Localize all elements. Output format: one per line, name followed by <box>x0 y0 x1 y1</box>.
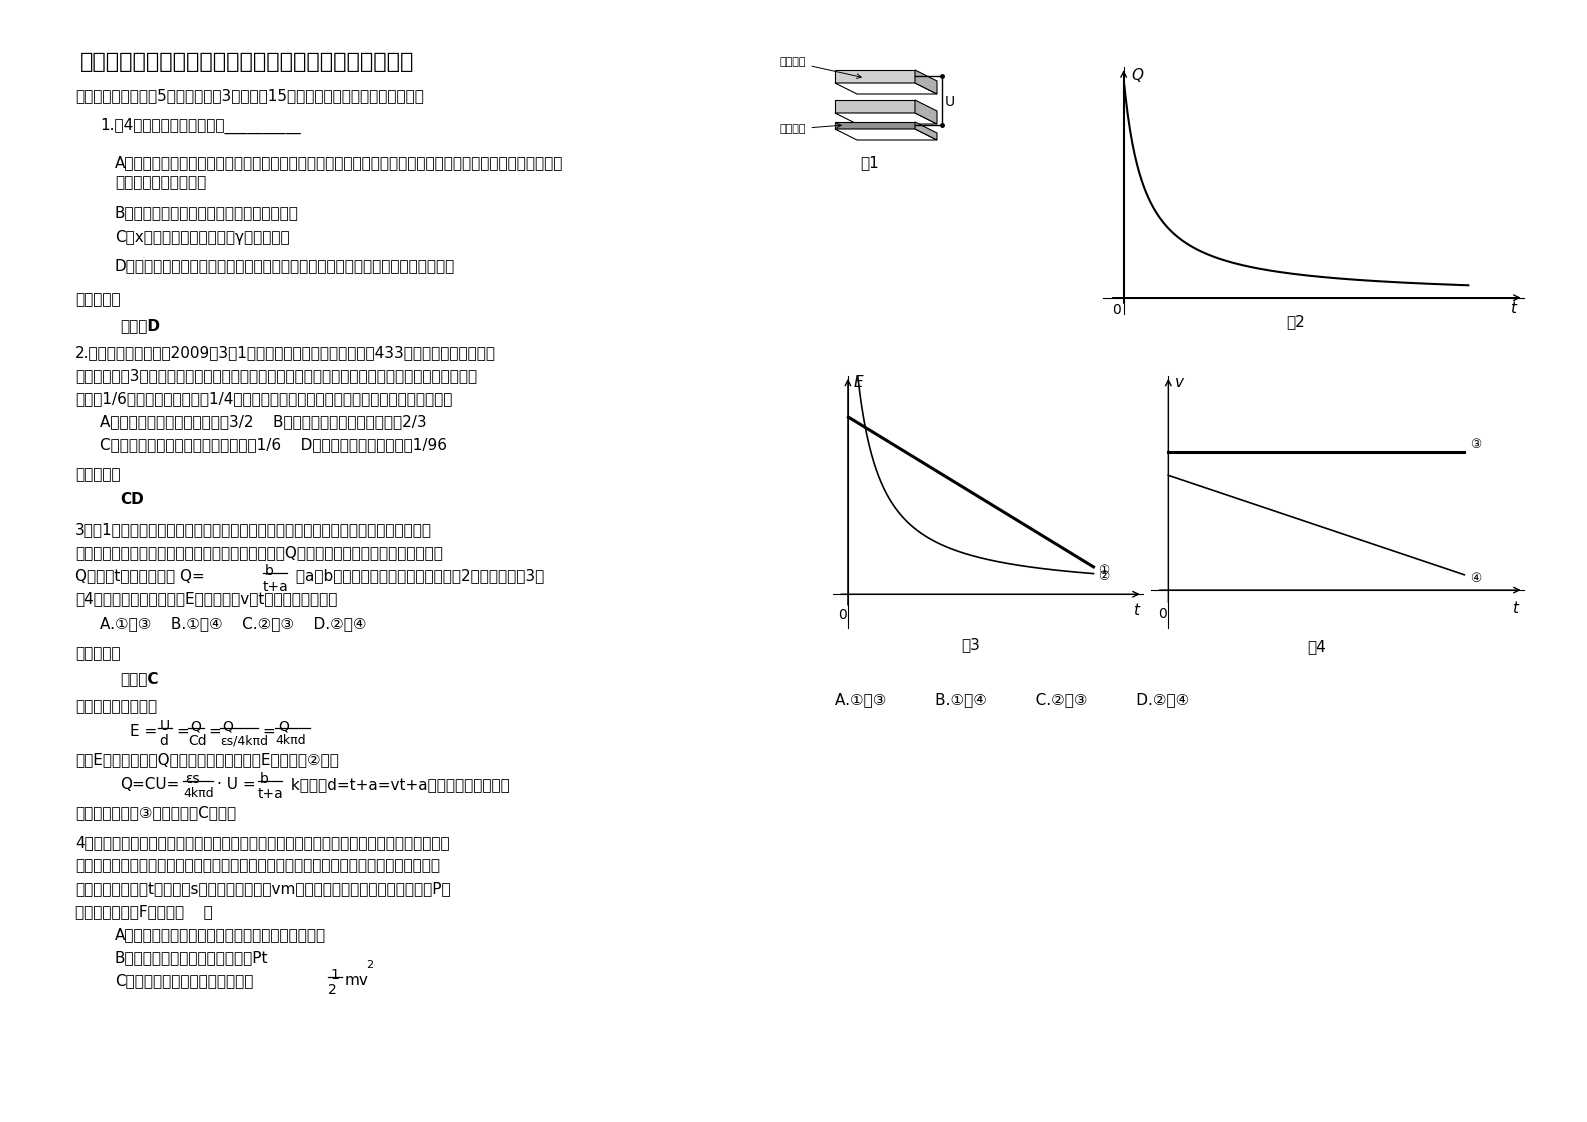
Text: d: d <box>159 734 168 748</box>
Text: Q随时间t的变化关系为 Q=: Q随时间t的变化关系为 Q= <box>75 568 205 583</box>
Text: 参考答案：: 参考答案： <box>75 467 121 482</box>
Text: 一、选择题：本题共5小题，每小题3分，共计15分．每小题只有一个选项符合题意: 一、选择题：本题共5小题，每小题3分，共计15分．每小题只有一个选项符合题意 <box>75 88 424 103</box>
Text: 待测物体: 待测物体 <box>779 123 841 134</box>
Text: 所以E的变化规律与Q的变化规律相似，所以E的图象为②，由: 所以E的变化规律与Q的变化规律相似，所以E的图象为②，由 <box>75 752 340 767</box>
Text: Q: Q <box>190 719 202 733</box>
Text: Q=CU=: Q=CU= <box>121 778 179 792</box>
Text: 3．图1是某同学设计的电容式速度传感器原理图，其中上板为固定极板，下板为待测物: 3．图1是某同学设计的电容式速度传感器原理图，其中上板为固定极板，下板为待测物 <box>75 522 432 537</box>
Text: $t$: $t$ <box>1512 600 1520 616</box>
Text: 图4中反映极板间场强大小E和物体速率v随t变化的图线可能是: 图4中反映极板间场强大小E和物体速率v随t变化的图线可能是 <box>75 591 338 606</box>
Text: $v$: $v$ <box>1174 375 1185 389</box>
Text: 1.（4分）以下说法正确的是__________: 1.（4分）以下说法正确的是__________ <box>100 118 302 135</box>
Text: ④: ④ <box>1470 572 1482 586</box>
Text: 固定极板: 固定极板 <box>779 57 862 79</box>
Text: 速行驶，经过时间t前进距离s，速度达到最大值vm，设这一过程中电动机的功率恒为P，: 速行驶，经过时间t前进距离s，速度达到最大值vm，设这一过程中电动机的功率恒为P… <box>75 881 451 896</box>
Text: 浙江省嘉兴市新丰镇中学高三物理下学期期末试题含解析: 浙江省嘉兴市新丰镇中学高三物理下学期期末试题含解析 <box>79 52 414 72</box>
Polygon shape <box>835 113 936 125</box>
Text: Cd: Cd <box>187 734 206 748</box>
Text: 0: 0 <box>838 608 847 622</box>
Text: b: b <box>265 564 275 578</box>
Text: ③: ③ <box>1470 438 1482 451</box>
Text: 物质的运动状态无关。: 物质的运动状态无关。 <box>114 175 206 190</box>
Text: 答案：D: 答案：D <box>121 318 160 333</box>
Polygon shape <box>835 122 916 129</box>
Polygon shape <box>835 129 936 140</box>
Text: A.①和③          B.①和④          C.②和③          D.②和④: A.①和③ B.①和④ C.②和③ D.②和④ <box>835 692 1189 707</box>
Text: B．这段时间内电动机所做的功为Pt: B．这段时间内电动机所做的功为Pt <box>114 950 268 965</box>
Polygon shape <box>835 70 916 83</box>
Text: 地圆轨道绕行3周，再经过几次变轨进入近月圆轨道绕月飞行，若月球表面的自由落体加速度为地球: 地圆轨道绕行3周，再经过几次变轨进入近月圆轨道绕月飞行，若月球表面的自由落体加速… <box>75 368 478 383</box>
Text: 2: 2 <box>367 960 373 971</box>
Text: k，所以d=t+a=vt+a，所以是匀速移动，: k，所以d=t+a=vt+a，所以是匀速移动， <box>286 778 509 792</box>
Polygon shape <box>835 83 936 94</box>
Text: ①: ① <box>1098 563 1109 577</box>
Text: 解析：由题意可知；: 解析：由题意可知； <box>75 699 157 714</box>
Text: εs/4kπd: εs/4kπd <box>221 734 268 747</box>
Text: $Q$: $Q$ <box>1130 66 1144 84</box>
Text: Q: Q <box>222 719 233 733</box>
Text: ②: ② <box>1098 570 1109 583</box>
Text: =: = <box>176 724 189 739</box>
Polygon shape <box>916 70 936 94</box>
Text: mv: mv <box>344 973 368 988</box>
Text: 2.（多选）嫦娥一号于2009年3月1日成功发射，从发射到撞月历时433天，其中，卫星先在近: 2.（多选）嫦娥一号于2009年3月1日成功发射，从发射到撞月历时433天，其中… <box>75 344 497 360</box>
Text: C．绕月与绕地飞行向心加速度之比为1/6    D．月球与地球质量之比为1/96: C．绕月与绕地飞行向心加速度之比为1/6 D．月球与地球质量之比为1/96 <box>100 436 448 452</box>
Text: t+a: t+a <box>259 787 284 801</box>
Text: 所以速度图象为③，综上所述C正确。: 所以速度图象为③，综上所述C正确。 <box>75 804 236 820</box>
Polygon shape <box>916 100 936 125</box>
Text: 答案：C: 答案：C <box>121 671 159 686</box>
Text: A．这段时间内小车先做匀加速运动，然后匀速运动: A．这段时间内小车先做匀加速运动，然后匀速运动 <box>114 927 325 942</box>
Text: t+a: t+a <box>263 580 289 594</box>
Text: 0: 0 <box>1159 607 1166 620</box>
Text: 图1: 图1 <box>860 155 879 171</box>
Polygon shape <box>916 122 936 140</box>
Text: 参考答案：: 参考答案： <box>75 646 121 661</box>
Text: A．绕月与绕地飞行周期之比为3/2    B．绕月与绕地飞行周期之比为2/3: A．绕月与绕地飞行周期之比为3/2 B．绕月与绕地飞行周期之比为2/3 <box>100 414 427 429</box>
Text: C．x射线的波长比紫外线和γ射线更短。: C．x射线的波长比紫外线和γ射线更短。 <box>114 230 289 245</box>
Text: b: b <box>260 772 268 787</box>
Text: $E$: $E$ <box>852 374 865 389</box>
Text: $t$: $t$ <box>1509 300 1519 315</box>
Text: 电板，光电板中产生的电流经电动机带动小车前进。若小车在平直的水泥路上从静止开始加: 电板，光电板中产生的电流经电动机带动小车前进。若小车在平直的水泥路上从静止开始加 <box>75 858 440 873</box>
Text: 体，在两极板间电压恒定的条件下，极板上所带电量Q将随待测物体的上下运动而变化，若: 体，在两极板间电压恒定的条件下，极板上所带电量Q将随待测物体的上下运动而变化，若 <box>75 545 443 560</box>
Polygon shape <box>835 100 916 113</box>
Text: =: = <box>262 724 275 739</box>
Text: CD: CD <box>121 493 144 507</box>
Text: 参考答案：: 参考答案： <box>75 292 121 307</box>
Text: C．这段时间内电动机所做的功为: C．这段时间内电动机所做的功为 <box>114 973 254 988</box>
Text: 图2: 图2 <box>1287 314 1306 330</box>
Text: 1: 1 <box>330 968 340 982</box>
Text: 2: 2 <box>329 983 336 997</box>
Text: 4kπd: 4kπd <box>183 787 214 800</box>
Text: A.①和③    B.①和④    C.②和③    D.②和④: A.①和③ B.①和④ C.②和③ D.②和④ <box>100 616 367 631</box>
Text: εs: εs <box>186 772 200 787</box>
Text: U: U <box>944 95 955 109</box>
Text: =: = <box>208 724 221 739</box>
Text: 4kπd: 4kπd <box>275 734 306 747</box>
Text: U: U <box>160 719 170 733</box>
Text: 0: 0 <box>1112 303 1120 318</box>
Text: 图4: 图4 <box>1308 640 1325 654</box>
Text: 小车所受阻力为F，那么（    ）: 小车所受阻力为F，那么（ ） <box>75 904 213 919</box>
Text: E =: E = <box>130 724 157 739</box>
Text: 4．如图是某中学科技小组制作的利用太阳能驱动小车的装置。当太阳光照射到小车上方的光: 4．如图是某中学科技小组制作的利用太阳能驱动小车的装置。当太阳光照射到小车上方的… <box>75 835 449 850</box>
Text: · U =: · U = <box>217 778 256 792</box>
Text: $t$: $t$ <box>1133 601 1141 618</box>
Text: 图3: 图3 <box>962 637 981 652</box>
Text: D．根据狭义相对论，一条沿自身长度方向运动的杆，其长度总比静止时的长度小。: D．根据狭义相对论，一条沿自身长度方向运动的杆，其长度总比静止时的长度小。 <box>114 258 455 273</box>
Text: B．雷达是利用声波的反射来测定物体的位置: B．雷达是利用声波的反射来测定物体的位置 <box>114 205 298 220</box>
Text: Q: Q <box>278 719 289 733</box>
Text: A．狭义相对论认为真空中的光速在不同的惯性参考系中都是相同的，所以空间和时间与物质的运动状态无关。: A．狭义相对论认为真空中的光速在不同的惯性参考系中都是相同的，所以空间和时间与物… <box>114 155 563 171</box>
Text: （a、b为大于零的常数），其图象如图2所示，那么图3、: （a、b为大于零的常数），其图象如图2所示，那么图3、 <box>290 568 544 583</box>
Text: 表面的1/6，月球半径为地球的1/4，则根据以上数据对两个近地面轨道运行状况分析可得: 表面的1/6，月球半径为地球的1/4，则根据以上数据对两个近地面轨道运行状况分析… <box>75 390 452 406</box>
